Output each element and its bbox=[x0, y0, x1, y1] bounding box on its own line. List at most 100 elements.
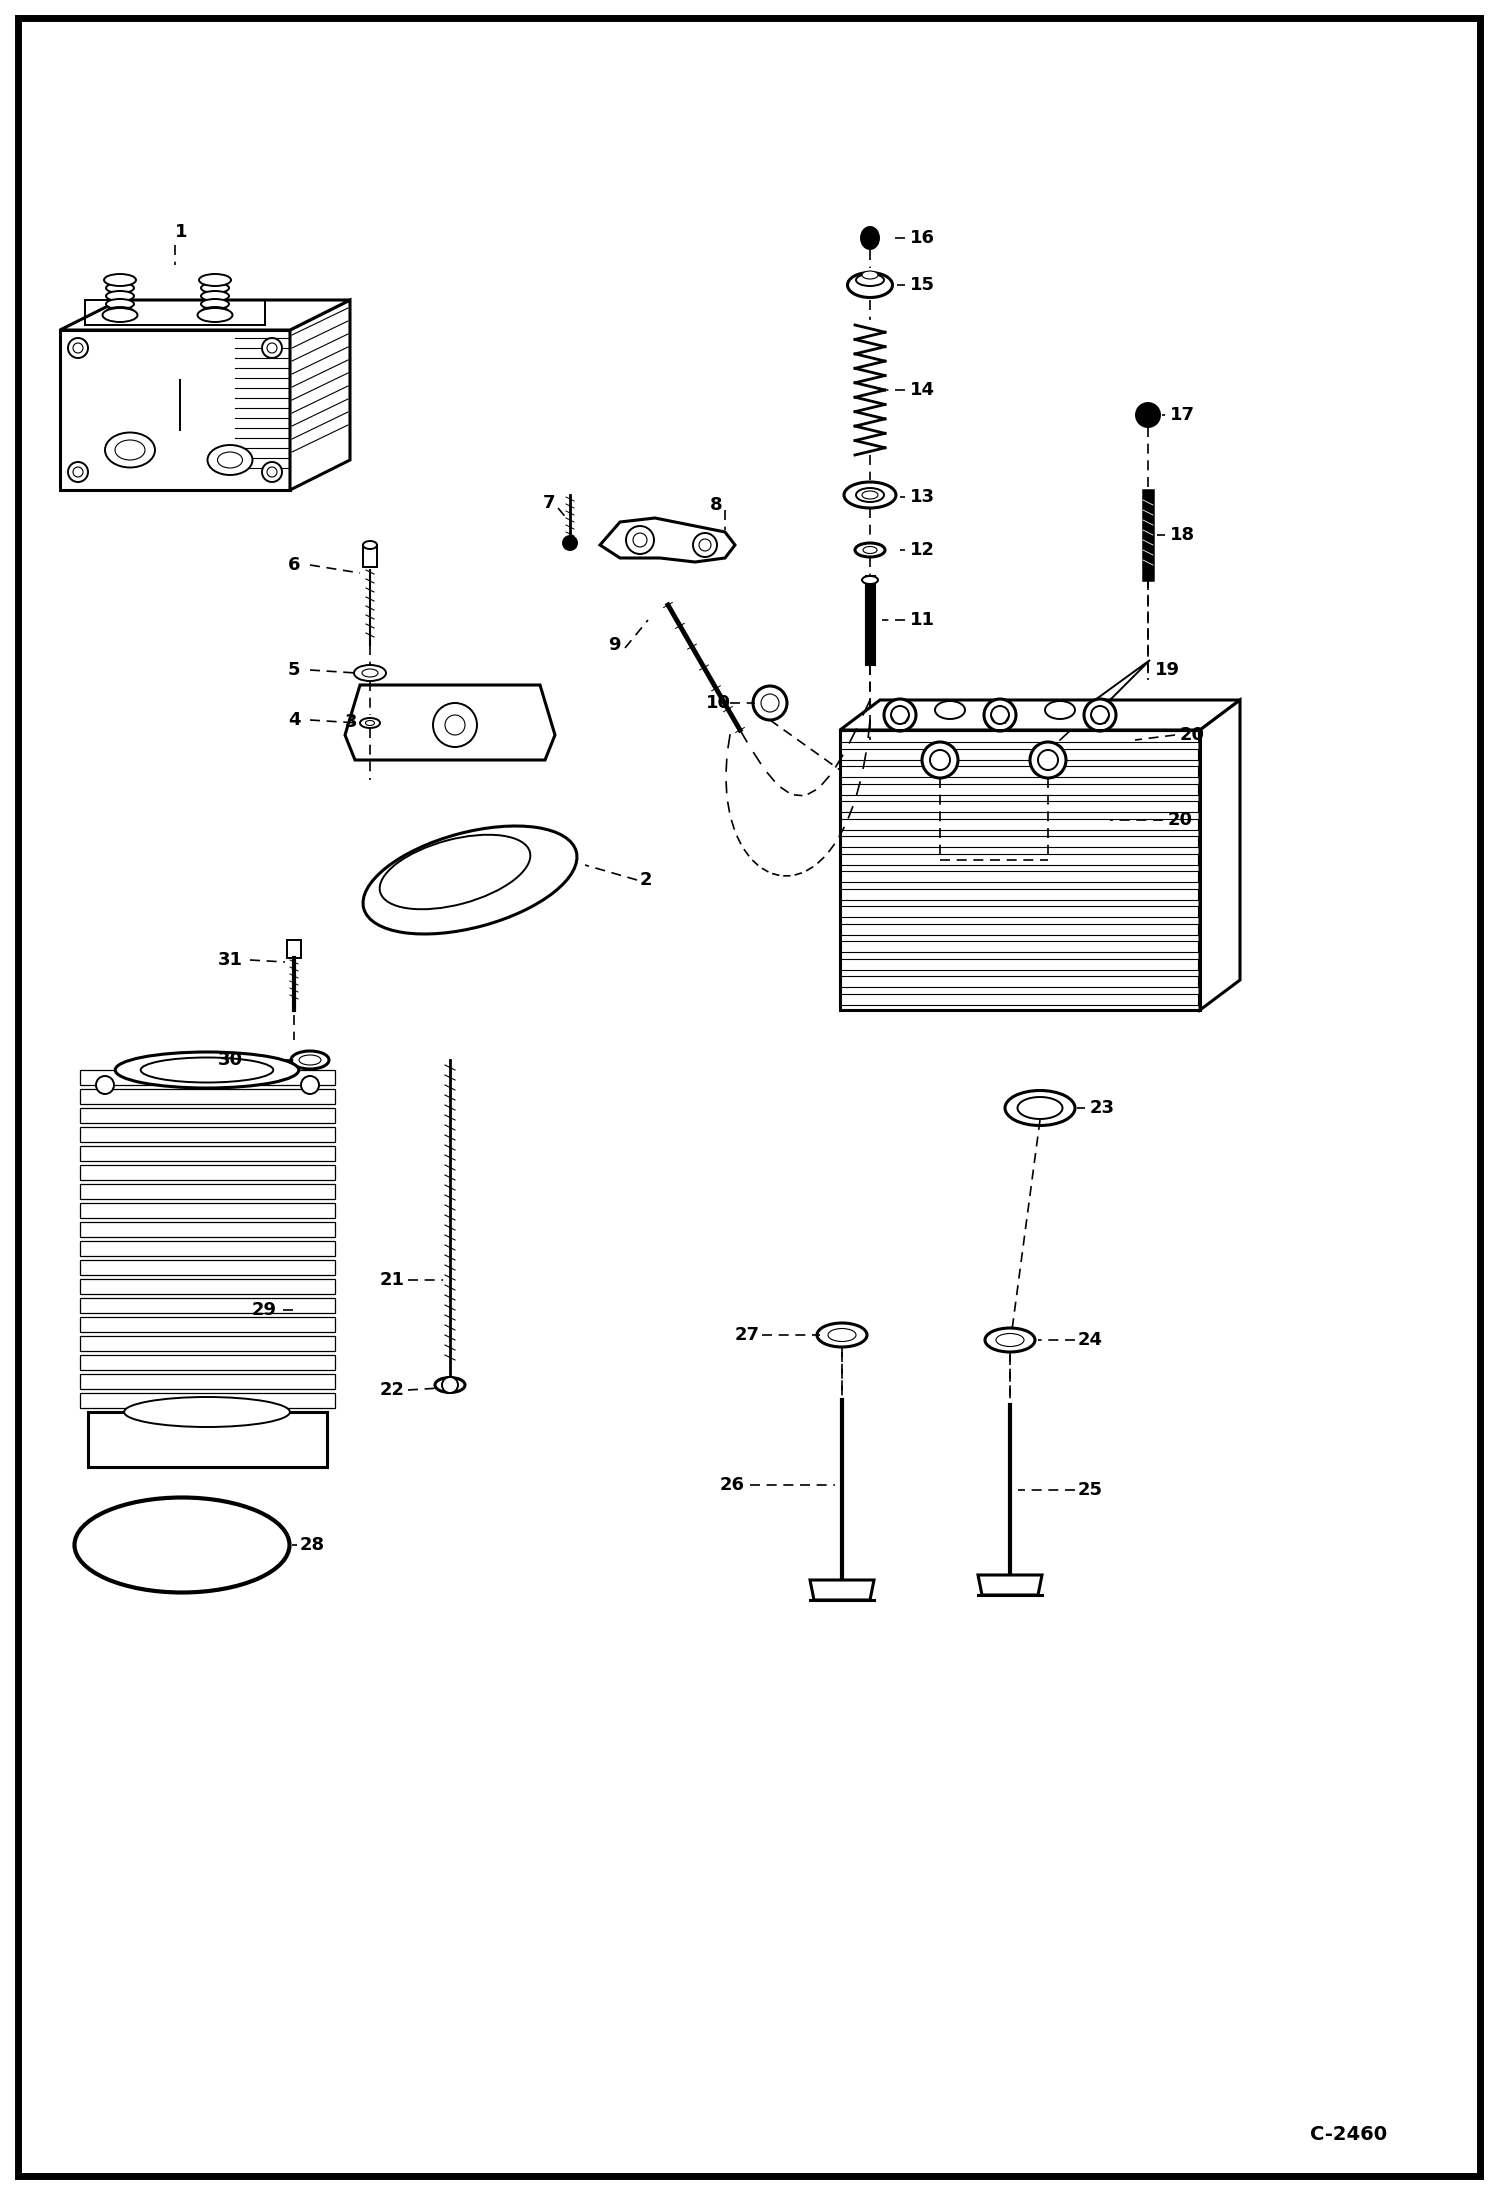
Bar bbox=[79, 1202, 336, 1218]
Ellipse shape bbox=[354, 665, 386, 680]
Ellipse shape bbox=[124, 1398, 291, 1426]
Bar bbox=[840, 748, 1198, 759]
Bar bbox=[79, 1128, 336, 1143]
Polygon shape bbox=[60, 329, 291, 489]
Bar bbox=[840, 959, 1198, 970]
Circle shape bbox=[761, 693, 779, 713]
Text: 4: 4 bbox=[288, 711, 301, 728]
Ellipse shape bbox=[201, 283, 229, 294]
Text: 6: 6 bbox=[288, 555, 301, 575]
Circle shape bbox=[694, 533, 718, 557]
Ellipse shape bbox=[201, 292, 229, 301]
Bar bbox=[79, 1373, 336, 1389]
Circle shape bbox=[700, 540, 712, 551]
Ellipse shape bbox=[115, 441, 145, 461]
Ellipse shape bbox=[855, 542, 885, 557]
Text: 12: 12 bbox=[909, 542, 935, 559]
Bar bbox=[840, 766, 1198, 777]
Bar bbox=[840, 731, 1200, 1009]
Polygon shape bbox=[978, 1575, 1043, 1595]
Circle shape bbox=[1038, 750, 1058, 770]
Ellipse shape bbox=[861, 577, 878, 584]
Text: 27: 27 bbox=[736, 1325, 759, 1345]
Ellipse shape bbox=[300, 1055, 321, 1064]
Circle shape bbox=[992, 706, 1010, 724]
Circle shape bbox=[433, 702, 476, 746]
Text: 22: 22 bbox=[380, 1380, 404, 1400]
Text: 14: 14 bbox=[909, 382, 935, 399]
Ellipse shape bbox=[105, 432, 154, 467]
Circle shape bbox=[1085, 700, 1116, 731]
Ellipse shape bbox=[106, 274, 133, 285]
Ellipse shape bbox=[291, 1051, 330, 1068]
Bar bbox=[79, 1393, 336, 1409]
Ellipse shape bbox=[366, 720, 374, 726]
Ellipse shape bbox=[434, 1378, 464, 1393]
Bar bbox=[79, 1356, 336, 1369]
Text: 13: 13 bbox=[909, 487, 935, 507]
Text: 15: 15 bbox=[909, 276, 935, 294]
Bar bbox=[79, 1316, 336, 1332]
Ellipse shape bbox=[198, 307, 232, 323]
Bar bbox=[79, 1071, 336, 1086]
Ellipse shape bbox=[935, 702, 965, 720]
Text: 21: 21 bbox=[380, 1270, 404, 1290]
Circle shape bbox=[73, 342, 82, 353]
Polygon shape bbox=[840, 700, 1240, 731]
Text: 9: 9 bbox=[608, 636, 620, 654]
Text: 16: 16 bbox=[909, 228, 935, 248]
Bar bbox=[79, 1336, 336, 1352]
Circle shape bbox=[262, 463, 282, 483]
Ellipse shape bbox=[201, 307, 229, 316]
Ellipse shape bbox=[363, 669, 377, 678]
Text: 29: 29 bbox=[252, 1301, 277, 1319]
Text: 26: 26 bbox=[721, 1477, 745, 1494]
Text: 18: 18 bbox=[1170, 527, 1195, 544]
Ellipse shape bbox=[861, 226, 879, 248]
Bar bbox=[79, 1088, 336, 1104]
Circle shape bbox=[563, 535, 577, 551]
Text: 28: 28 bbox=[300, 1536, 325, 1553]
Circle shape bbox=[267, 342, 277, 353]
Text: 31: 31 bbox=[219, 950, 243, 970]
Ellipse shape bbox=[201, 298, 229, 309]
Ellipse shape bbox=[199, 274, 231, 285]
Text: 1: 1 bbox=[175, 224, 187, 241]
Text: 10: 10 bbox=[706, 693, 731, 713]
Circle shape bbox=[67, 338, 88, 358]
Ellipse shape bbox=[106, 283, 133, 294]
Ellipse shape bbox=[115, 1051, 298, 1088]
Circle shape bbox=[884, 700, 915, 731]
Ellipse shape bbox=[1017, 1097, 1062, 1119]
Text: 25: 25 bbox=[1079, 1481, 1103, 1499]
Polygon shape bbox=[291, 301, 351, 489]
Polygon shape bbox=[601, 518, 736, 562]
Bar bbox=[840, 976, 1198, 987]
Polygon shape bbox=[345, 685, 554, 759]
Text: 8: 8 bbox=[710, 496, 722, 513]
Circle shape bbox=[1091, 706, 1109, 724]
Bar bbox=[79, 1279, 336, 1294]
Polygon shape bbox=[810, 1580, 873, 1599]
Text: 19: 19 bbox=[1155, 660, 1180, 678]
Ellipse shape bbox=[843, 483, 896, 509]
Circle shape bbox=[442, 1378, 458, 1393]
Text: C-2460: C-2460 bbox=[1309, 2126, 1387, 2144]
Circle shape bbox=[891, 706, 909, 724]
Bar bbox=[840, 871, 1198, 882]
Polygon shape bbox=[1200, 700, 1240, 1009]
Ellipse shape bbox=[996, 1334, 1025, 1347]
Bar bbox=[79, 1299, 336, 1312]
Circle shape bbox=[445, 715, 464, 735]
Circle shape bbox=[96, 1075, 114, 1095]
Ellipse shape bbox=[106, 298, 133, 309]
Circle shape bbox=[930, 750, 950, 770]
Circle shape bbox=[984, 700, 1016, 731]
Text: 24: 24 bbox=[1079, 1332, 1103, 1349]
Circle shape bbox=[1135, 404, 1159, 428]
Bar bbox=[79, 1108, 336, 1123]
Ellipse shape bbox=[363, 825, 577, 935]
Bar bbox=[840, 731, 1198, 742]
Ellipse shape bbox=[855, 274, 884, 285]
Ellipse shape bbox=[861, 272, 878, 279]
